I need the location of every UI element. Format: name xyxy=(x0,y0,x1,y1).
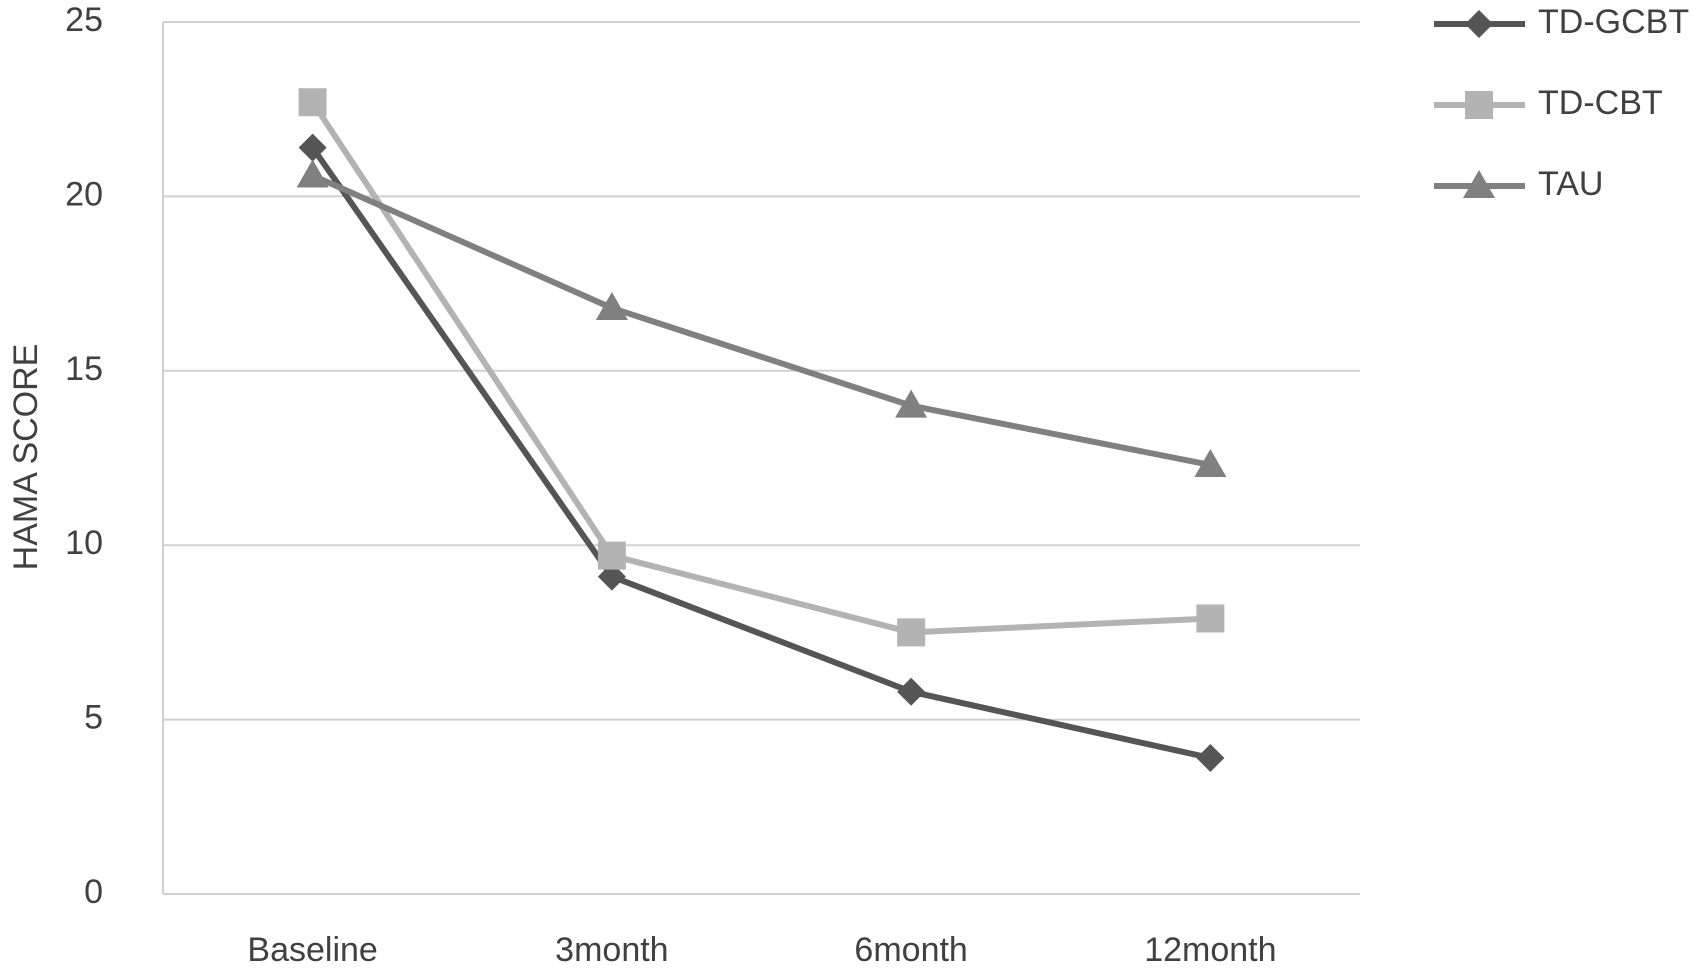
point xyxy=(597,541,626,570)
point xyxy=(897,677,926,706)
y-tick-label: 10 xyxy=(65,524,103,562)
legend-label: TAU xyxy=(1538,165,1603,203)
y-tick-label: 5 xyxy=(84,699,103,737)
point xyxy=(298,133,327,162)
y-tick-label: 15 xyxy=(65,350,103,388)
x-tick-label: 12month xyxy=(1144,931,1276,969)
y-tick-label: 0 xyxy=(84,873,103,911)
y-axis-label: HAMA SCORE xyxy=(7,344,45,571)
point xyxy=(1196,604,1225,633)
point xyxy=(595,292,628,321)
legend-label: TD-GCBT xyxy=(1538,3,1689,41)
point xyxy=(296,159,329,188)
legend-marker xyxy=(1465,91,1493,119)
x-tick-label: Baseline xyxy=(247,931,377,969)
legend-marker xyxy=(1463,170,1495,198)
point xyxy=(1196,743,1225,772)
point xyxy=(298,88,327,117)
y-tick-label: 20 xyxy=(65,175,103,213)
series-line xyxy=(310,100,1211,636)
point xyxy=(1194,448,1227,477)
x-tick-label: 3month xyxy=(555,931,668,969)
point xyxy=(895,389,928,418)
y-tick-label: 25 xyxy=(65,1,103,39)
x-tick-label: 6month xyxy=(854,931,967,969)
legend-marker xyxy=(1465,10,1493,38)
series-line xyxy=(311,172,1211,468)
series-line xyxy=(310,145,1212,761)
point xyxy=(897,618,926,647)
legend-label: TD-CBT xyxy=(1538,84,1663,122)
